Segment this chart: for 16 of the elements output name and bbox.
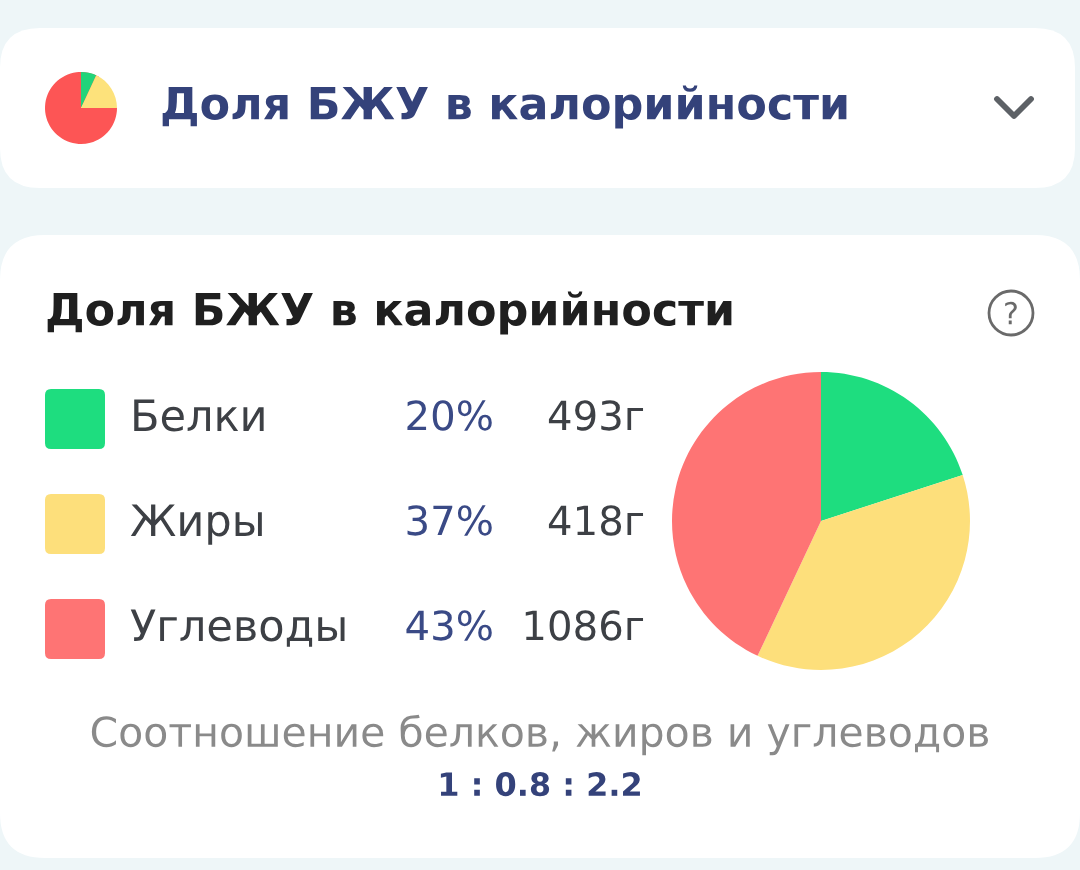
chart-title: Доля БЖУ в калорийности xyxy=(162,85,847,129)
data-label: 37% xyxy=(407,505,492,536)
pie-slice xyxy=(672,372,821,656)
text: 1 : 0.8 : 2.2 xyxy=(440,772,640,797)
text: Соотношение белков, жиров и углеводов xyxy=(91,714,988,756)
legend-label: Белки xyxy=(134,399,264,432)
pie-slice xyxy=(821,372,963,521)
text: 1086г xyxy=(525,610,644,641)
legend-label: Жиры xyxy=(130,504,262,545)
chart-subtitle: Доля БЖУ в калорийности xyxy=(47,291,732,335)
pie-slice xyxy=(757,474,970,670)
text: 418г xyxy=(548,505,644,536)
data-label: 20% xyxy=(407,400,492,431)
text: 493г xyxy=(548,400,644,431)
data-label: 43% xyxy=(406,610,492,641)
legend-label: Углеводы xyxy=(130,609,345,647)
